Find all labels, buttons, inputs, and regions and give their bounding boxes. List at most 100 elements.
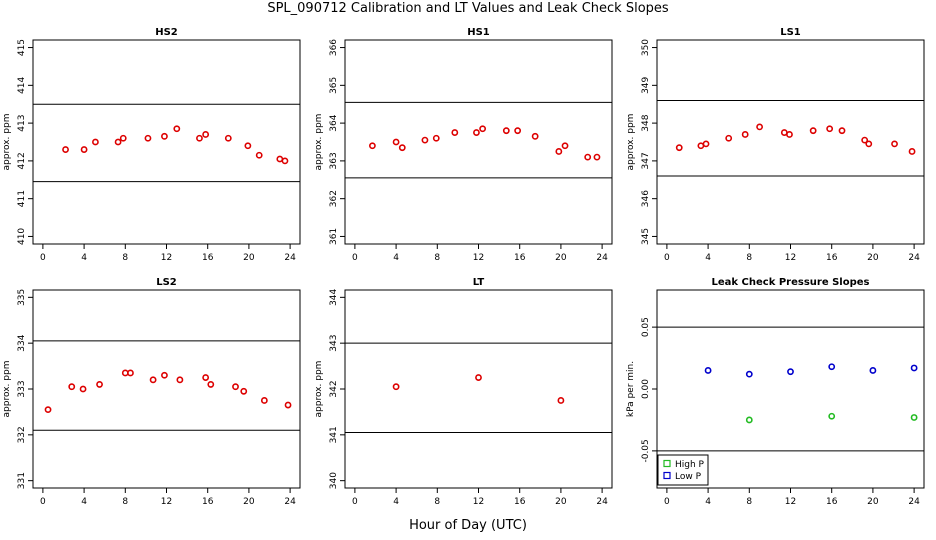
x-tick-label: 24 bbox=[908, 253, 920, 263]
x-tick-label: 16 bbox=[826, 497, 838, 507]
data-point bbox=[80, 146, 88, 153]
data-point bbox=[745, 416, 753, 424]
y-tick-label: 412 bbox=[17, 152, 27, 169]
data-point bbox=[44, 406, 52, 414]
chart-panel-0: HS2 0 4 8 12 16 20 24 410 411 412 413 414 415 approx. … bbox=[2, 27, 301, 263]
y-axis-label: approx. ppm bbox=[314, 114, 324, 171]
data-point bbox=[865, 140, 873, 148]
data-point bbox=[398, 144, 406, 152]
x-tick-label: 8 bbox=[122, 497, 128, 507]
x-tick-label: 0 bbox=[664, 497, 670, 507]
data-point bbox=[255, 151, 263, 159]
y-tick-label: 413 bbox=[17, 115, 27, 132]
x-tick-label: 20 bbox=[867, 253, 879, 263]
y-tick-label: 341 bbox=[329, 426, 339, 443]
y-tick-label: 361 bbox=[329, 228, 339, 245]
y-tick-label: 348 bbox=[641, 114, 651, 131]
data-point bbox=[92, 138, 99, 146]
x-tick-label: 4 bbox=[393, 253, 399, 263]
x-tick-label: 0 bbox=[352, 253, 358, 263]
data-point bbox=[809, 127, 817, 135]
data-point bbox=[869, 367, 877, 374]
data-point bbox=[479, 125, 487, 133]
data-point bbox=[745, 370, 753, 378]
x-tick-label: 12 bbox=[473, 253, 484, 263]
data-point bbox=[838, 127, 846, 135]
x-tick-label: 0 bbox=[40, 253, 46, 263]
y-axis-label: approx. ppm bbox=[626, 114, 636, 171]
panel-title: LT bbox=[473, 277, 485, 288]
data-point bbox=[475, 374, 482, 381]
panel-title: HS2 bbox=[155, 27, 178, 38]
y-axis-label: approx. ppm bbox=[2, 361, 12, 418]
y-tick-label: 349 bbox=[641, 76, 651, 93]
data-point bbox=[224, 134, 232, 142]
y-tick-label: 347 bbox=[641, 152, 651, 169]
y-tick-label: 411 bbox=[17, 190, 27, 207]
data-point bbox=[828, 363, 836, 371]
x-tick-label: 20 bbox=[555, 497, 567, 507]
data-point bbox=[910, 364, 918, 372]
data-point bbox=[149, 376, 157, 384]
data-point bbox=[787, 368, 794, 376]
data-point bbox=[119, 134, 127, 142]
data-point bbox=[910, 414, 918, 421]
y-tick-label: 345 bbox=[641, 228, 651, 245]
data-point bbox=[826, 125, 834, 133]
data-point bbox=[704, 367, 712, 374]
x-tick-label: 20 bbox=[555, 253, 567, 263]
data-point bbox=[756, 123, 763, 131]
data-point bbox=[176, 376, 184, 384]
data-point bbox=[202, 374, 210, 381]
data-point bbox=[392, 138, 400, 146]
y-axis-label: kPa per min. bbox=[626, 361, 636, 417]
data-point bbox=[240, 387, 248, 395]
data-point bbox=[196, 134, 203, 142]
y-tick-label: 415 bbox=[17, 39, 27, 56]
x-tick-label: 20 bbox=[243, 497, 255, 507]
data-point bbox=[284, 401, 292, 409]
y-tick-label: 343 bbox=[329, 335, 339, 352]
data-point bbox=[432, 134, 440, 142]
data-point bbox=[96, 381, 103, 388]
data-point bbox=[891, 140, 898, 148]
data-point bbox=[79, 385, 87, 393]
x-tick-label: 20 bbox=[243, 253, 255, 263]
chart-panel-2: LS1 0 4 8 12 16 20 24 345 346 347 348 349 350 approx. … bbox=[626, 27, 925, 263]
data-point bbox=[584, 153, 592, 161]
x-tick-label: 0 bbox=[352, 497, 358, 507]
y-tick-label: 410 bbox=[17, 228, 27, 245]
chart-panel-5: Leak Check Pressure Slopes 0 4 8 12 16 20 24 -0.… bbox=[626, 277, 925, 507]
x-tick-label: 24 bbox=[596, 253, 608, 263]
legend-label: Low P bbox=[675, 472, 702, 482]
data-point bbox=[392, 383, 400, 391]
y-tick-label: 342 bbox=[329, 380, 339, 397]
data-point bbox=[786, 131, 793, 138]
x-tick-label: 16 bbox=[826, 253, 838, 263]
plot-frame bbox=[344, 39, 613, 245]
chart-panel-4: LT 0 4 8 12 16 20 24 340 341 342 343 344 approx. ppm bbox=[314, 277, 613, 507]
x-tick-label: 4 bbox=[705, 253, 711, 263]
panel-title: LS2 bbox=[156, 277, 177, 288]
data-point bbox=[244, 142, 252, 150]
data-point bbox=[207, 381, 215, 388]
data-point bbox=[555, 148, 563, 155]
plot-frame bbox=[32, 39, 301, 245]
x-tick-label: 16 bbox=[202, 253, 214, 263]
x-tick-label: 8 bbox=[434, 253, 440, 263]
x-tick-label: 16 bbox=[514, 497, 526, 507]
data-point bbox=[62, 146, 69, 153]
y-tick-label: 346 bbox=[641, 190, 651, 207]
data-point bbox=[531, 132, 539, 140]
x-tick-label: 12 bbox=[161, 497, 172, 507]
y-tick-label: 335 bbox=[17, 289, 27, 306]
x-tick-label: 4 bbox=[393, 497, 399, 507]
data-point bbox=[908, 148, 916, 155]
data-point bbox=[451, 129, 459, 136]
data-point bbox=[725, 134, 733, 142]
data-point bbox=[514, 127, 522, 135]
y-tick-label: 0.00 bbox=[641, 379, 651, 399]
x-tick-label: 0 bbox=[40, 497, 46, 507]
legend-label: High P bbox=[675, 460, 705, 470]
data-point bbox=[202, 131, 210, 138]
